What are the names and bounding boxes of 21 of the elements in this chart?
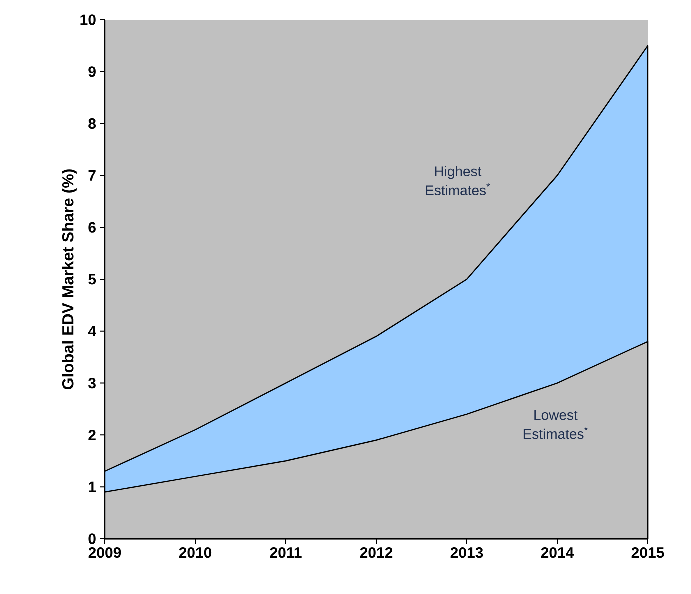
x-tick-label: 2013 [450,548,484,558]
y-tick-label: 10 [80,14,96,26]
annotation: Lowest Estimates$^{*}$ [524,410,588,440]
y-tick-label: 9 [88,66,96,78]
y-tick-label: 8 [88,118,96,130]
y-axis-title: Global EDV Market Share (%) [62,170,77,390]
x-tick-label: 2015 [632,548,664,558]
x-tick-label: 2011 [270,548,302,558]
x-tick-label: 2014 [541,548,574,558]
y-tick-label: 3 [88,378,96,389]
y-tick-label: 2 [88,430,96,440]
y-tick-label: 7 [88,170,96,181]
y-tick-label: 5 [88,274,96,285]
y-tick-label: 4 [88,326,96,337]
x-tick-label: 2010 [179,548,212,558]
y-tick-label: 0 [88,534,96,544]
y-tick-label: 1 [89,482,96,492]
x-tick-label: 2009 [88,548,122,558]
y-tick-label: 6 [88,222,96,233]
annotation: Highest Estimates$^{*}$ [426,166,490,196]
x-tick-label: 2012 [360,548,393,558]
